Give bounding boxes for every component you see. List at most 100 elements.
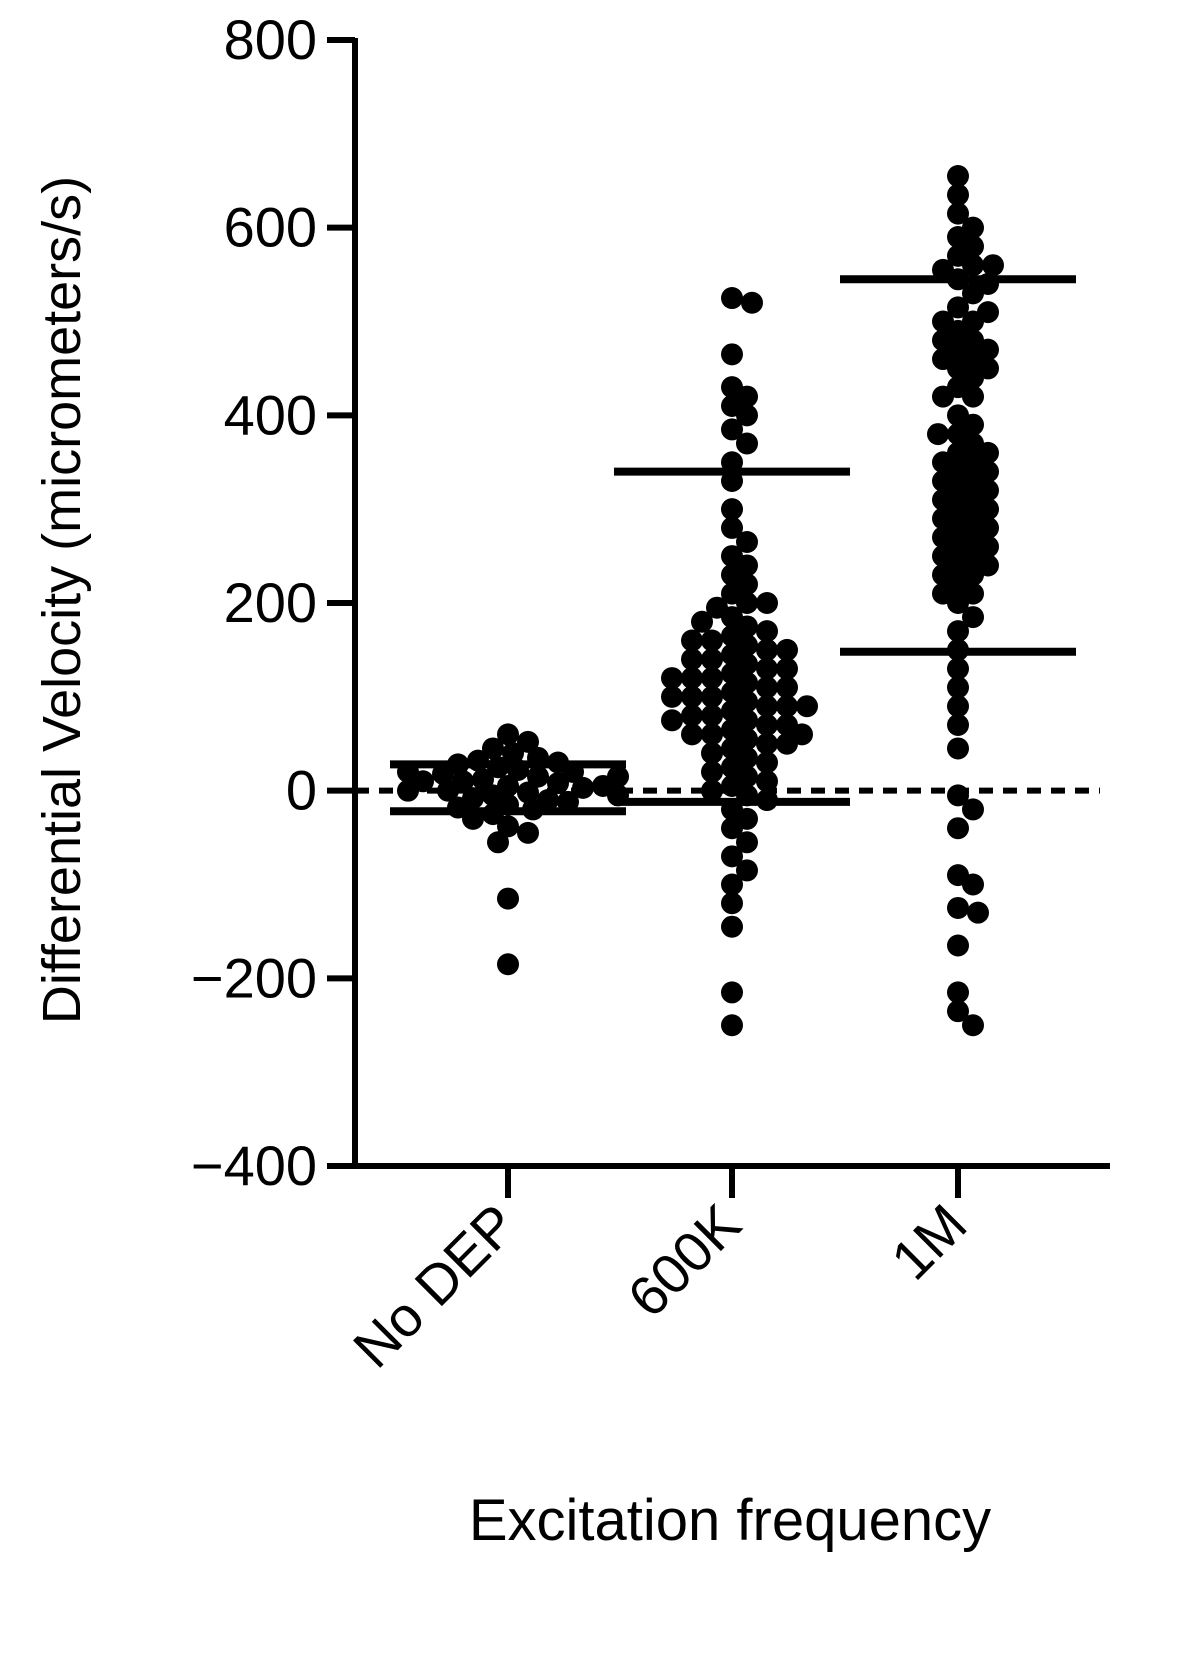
data-point <box>487 831 509 854</box>
y-axis-label: Differential Velocity (micrometers/s) <box>32 176 92 1024</box>
data-point <box>947 784 969 807</box>
data-point <box>962 254 984 277</box>
data-point <box>721 516 743 539</box>
data-point <box>977 338 999 361</box>
data-point <box>517 821 539 844</box>
data-point <box>932 451 954 474</box>
data-point <box>947 981 969 1004</box>
data-point <box>962 606 984 629</box>
data-point <box>721 343 743 366</box>
data-point <box>977 554 999 577</box>
data-point <box>962 873 984 896</box>
data-point <box>681 685 703 708</box>
data-point <box>947 676 969 699</box>
data-point <box>977 479 999 502</box>
y-tick-label: −400 <box>191 1134 317 1197</box>
data-point <box>701 629 723 652</box>
data-point <box>977 441 999 464</box>
data-point <box>982 254 1004 277</box>
data-point <box>947 183 969 206</box>
data-point <box>681 704 703 727</box>
y-tick-label: 0 <box>286 759 317 822</box>
data-point <box>681 723 703 746</box>
data-point <box>721 892 743 915</box>
data-point <box>977 516 999 539</box>
data-point <box>776 657 798 680</box>
data-point <box>572 776 594 799</box>
data-point <box>741 291 763 314</box>
data-point <box>756 620 778 643</box>
data-point <box>947 695 969 718</box>
data-point <box>932 545 954 568</box>
data-point <box>701 685 723 708</box>
data-point <box>397 779 419 802</box>
data-point <box>756 676 778 699</box>
data-point <box>497 723 519 746</box>
data-point <box>962 1014 984 1037</box>
data-point <box>721 873 743 896</box>
data-point <box>932 329 954 352</box>
data-point <box>721 418 743 441</box>
data-point <box>776 638 798 661</box>
data-point <box>701 723 723 746</box>
data-point <box>756 695 778 718</box>
data-point <box>701 704 723 727</box>
data-point <box>701 779 723 802</box>
data-point <box>721 817 743 840</box>
data-point <box>756 770 778 793</box>
data-point <box>691 610 713 633</box>
data-point <box>932 310 954 333</box>
data-point <box>721 498 743 521</box>
data-point <box>736 831 758 854</box>
data-point <box>932 582 954 605</box>
data-point <box>947 657 969 680</box>
data-point <box>736 592 758 614</box>
data-point <box>947 1000 969 1023</box>
data-point <box>962 798 984 821</box>
data-point <box>932 488 954 511</box>
data-point <box>932 526 954 549</box>
data-point <box>977 535 999 558</box>
data-point <box>756 657 778 680</box>
data-point <box>721 1014 743 1037</box>
y-tick-label: 400 <box>224 383 317 446</box>
x-tick-label: 1M <box>879 1192 979 1292</box>
data-point <box>701 742 723 765</box>
data-point <box>681 667 703 690</box>
data-point <box>947 202 969 225</box>
data-point <box>927 423 949 446</box>
data-point <box>701 648 723 671</box>
data-point <box>967 901 989 924</box>
data-point <box>947 620 969 643</box>
data-point <box>947 165 969 188</box>
data-point <box>796 695 818 718</box>
data-point <box>736 432 758 455</box>
data-point <box>721 981 743 1004</box>
data-point <box>681 648 703 671</box>
y-tick-label: 800 <box>224 8 317 71</box>
data-point <box>517 781 539 804</box>
data-point <box>756 732 778 755</box>
data-point <box>661 709 683 732</box>
data-point <box>932 385 954 408</box>
data-point <box>932 348 954 371</box>
data-point <box>791 723 813 746</box>
data-point <box>962 385 984 408</box>
data-point <box>932 470 954 493</box>
data-point <box>517 730 539 753</box>
data-point <box>977 301 999 324</box>
data-point <box>776 695 798 718</box>
data-point <box>947 296 969 319</box>
data-point <box>947 737 969 760</box>
data-point <box>607 765 629 788</box>
data-point <box>776 676 798 699</box>
data-point <box>756 751 778 774</box>
data-point <box>977 460 999 483</box>
data-point <box>756 638 778 661</box>
data-point <box>736 859 758 882</box>
x-axis-label: Excitation frequency <box>469 1488 991 1553</box>
data-point <box>527 765 549 788</box>
data-point <box>947 817 969 840</box>
data-point <box>547 772 569 795</box>
